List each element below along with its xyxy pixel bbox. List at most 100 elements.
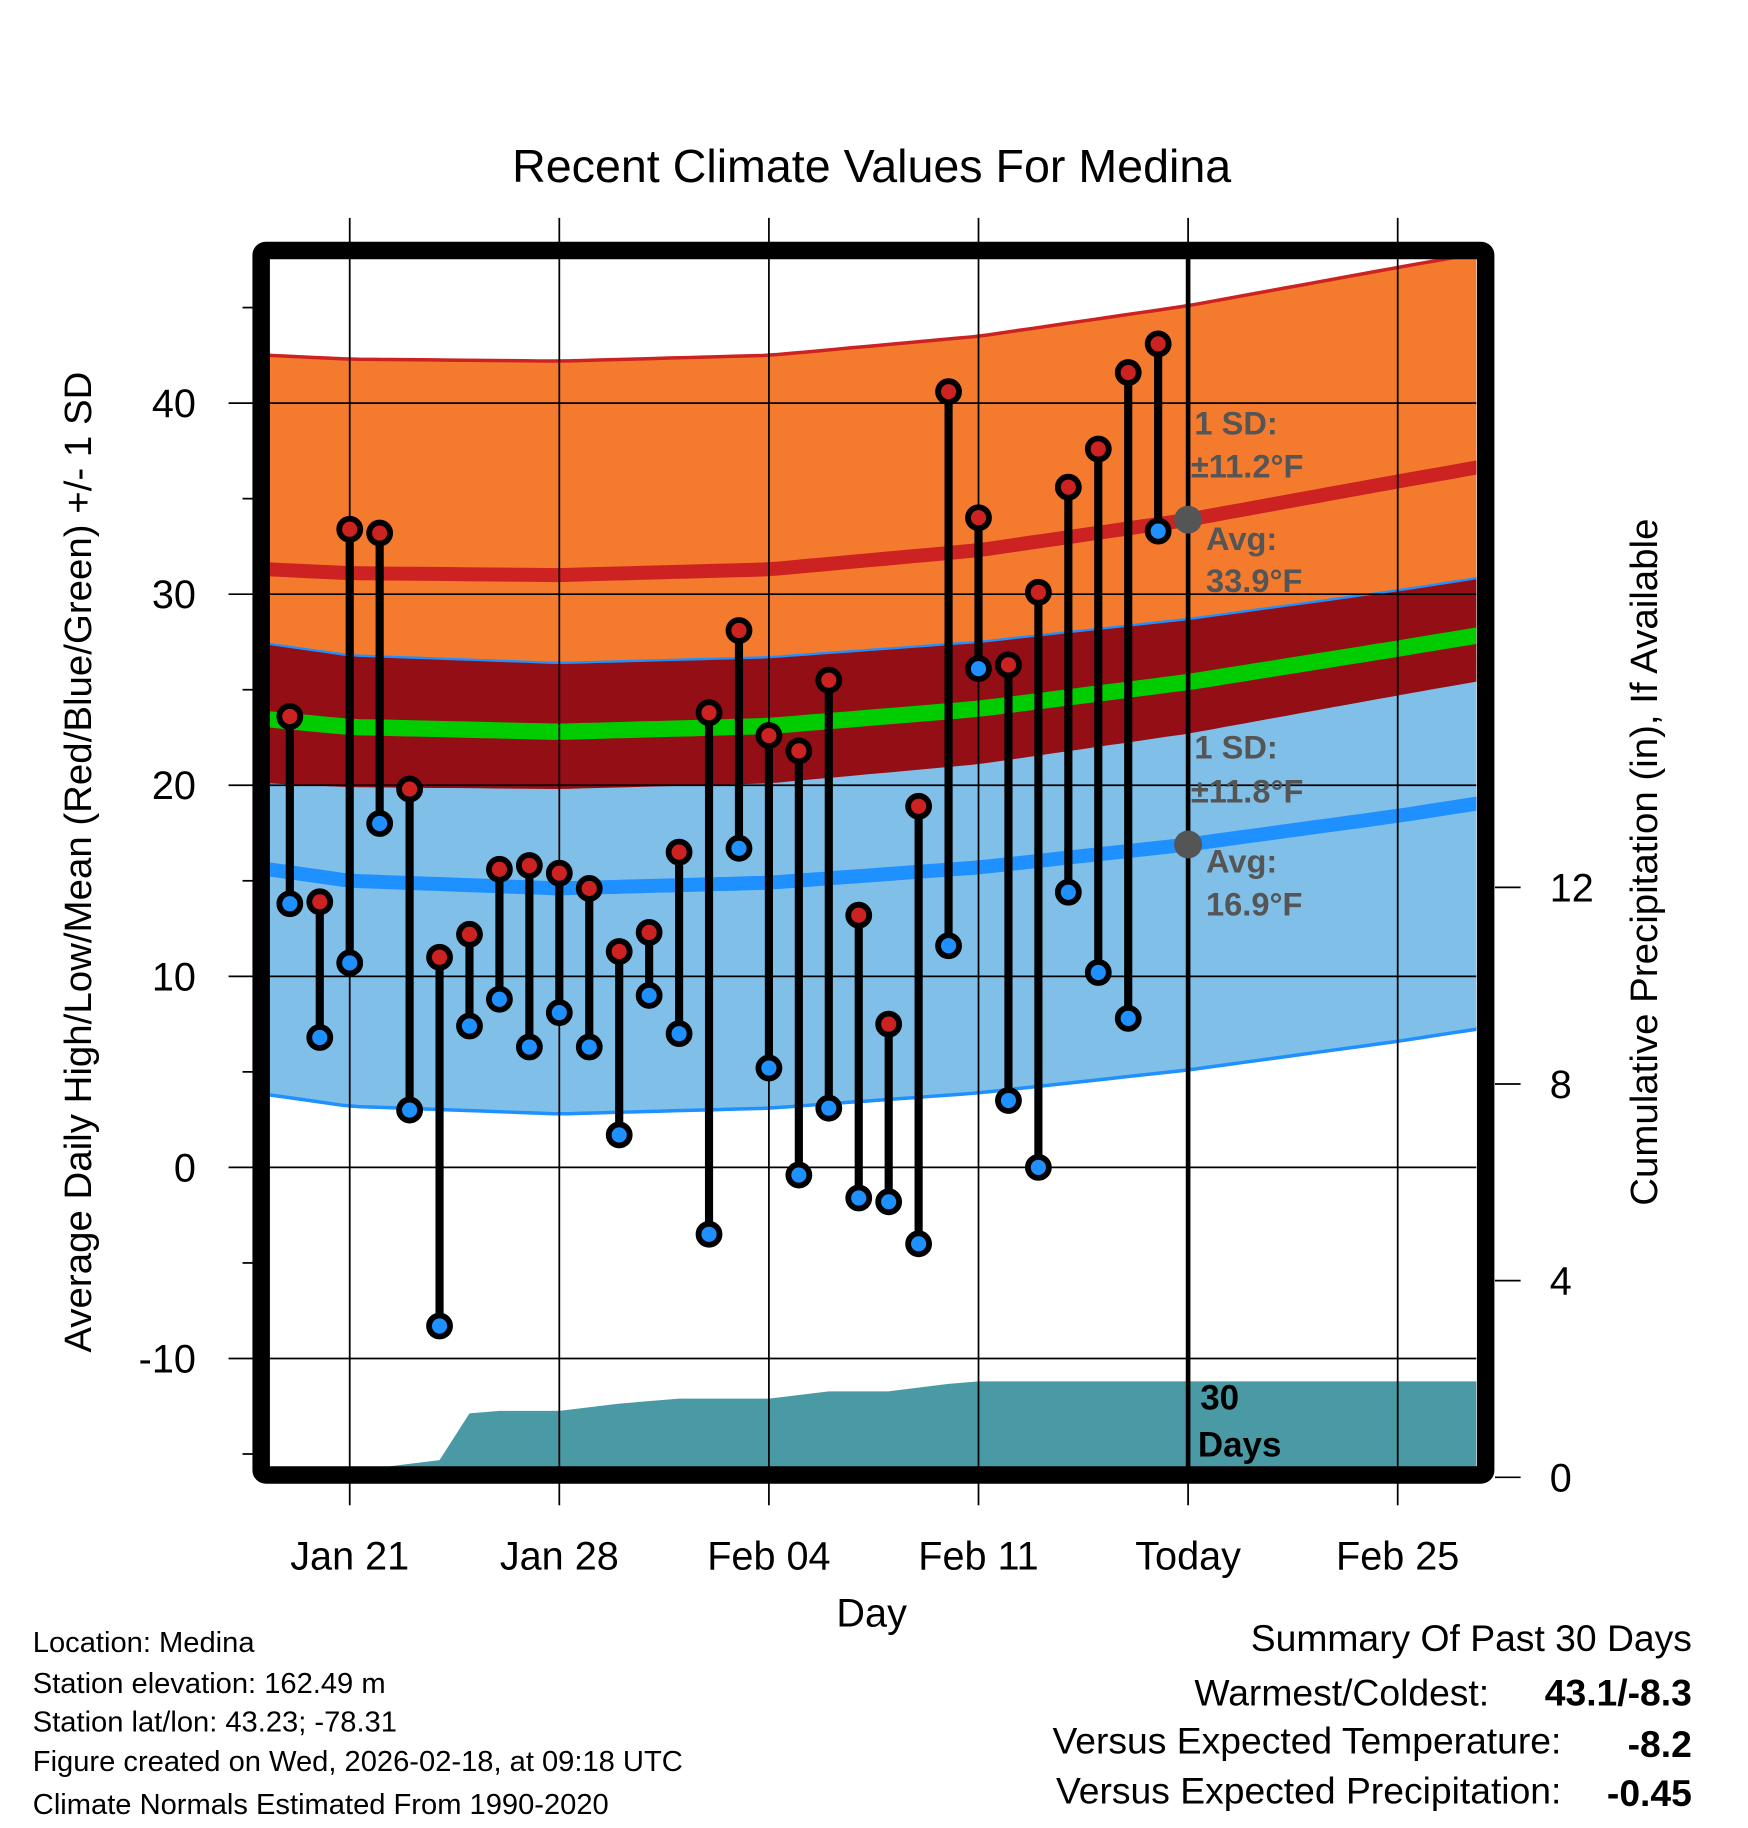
y-axis-label: Average Daily High/Low/Mean (Red/Blue/Gr… — [57, 372, 100, 1353]
daily-high-point — [725, 617, 753, 644]
daily-low-point — [1084, 959, 1112, 986]
daily-high-point — [1024, 578, 1052, 606]
low-avg-label: Avg: — [1206, 843, 1277, 880]
daily-low-point — [905, 1230, 933, 1258]
precipitation-area — [269, 1381, 1477, 1467]
daily-high-point — [1084, 435, 1112, 463]
daily-low-point — [635, 982, 663, 1009]
daily-low-point — [575, 1033, 603, 1061]
y-tick-label: 40 — [152, 382, 196, 426]
daily-high-point — [695, 699, 723, 727]
daily-low-point — [845, 1184, 873, 1212]
daily-high-point — [396, 775, 424, 803]
footer-created: Figure created on Wed, 2026-02-18, at 09… — [33, 1746, 683, 1778]
daily-high-point — [1054, 473, 1082, 501]
daily-high-point — [995, 651, 1022, 679]
high-sd-label: 1 SD: — [1194, 405, 1277, 442]
today-high-avg-marker — [1174, 505, 1203, 534]
y-tick-label: 0 — [174, 1146, 196, 1190]
daily-high-point — [935, 378, 962, 406]
daily-high-point — [965, 504, 992, 532]
footer-location: Location: Medina — [33, 1627, 256, 1659]
daily-high-point — [605, 938, 633, 965]
daily-low-point — [725, 834, 753, 862]
y2-tick-label: 8 — [1550, 1063, 1572, 1107]
warmest-label: Warmest/Coldest: — [1194, 1672, 1489, 1714]
low-lower-sd-line — [269, 1027, 1477, 1116]
high-sd-value: ±11.2°F — [1191, 448, 1304, 485]
daily-high-point — [905, 792, 933, 820]
high-avg-label: Avg: — [1206, 520, 1277, 557]
low-sd-value: ±11.8°F — [1191, 773, 1304, 810]
daily-high-point — [486, 855, 513, 883]
daily-low-point — [785, 1161, 813, 1189]
daily-high-point — [665, 838, 693, 866]
high-mean-line — [269, 460, 1477, 583]
axes: Jan 21 Jan 28 Feb 04 Feb 11 Today Feb 2540302… — [139, 217, 1594, 1578]
daily-high-point — [1144, 330, 1172, 358]
x-tick-label: Jan 28 — [500, 1534, 619, 1578]
plot-frame — [252, 241, 1495, 1484]
daily-low-point — [515, 1033, 543, 1061]
daily-low-point — [605, 1121, 633, 1149]
daily-high-point — [545, 859, 573, 887]
daily-low-point — [1144, 517, 1172, 545]
daily-low-point — [1054, 878, 1082, 906]
daily-low-point — [336, 949, 364, 977]
daily-high-point — [785, 737, 813, 765]
low-upper-sd-line — [269, 577, 1477, 664]
x-tick-label: Feb 04 — [707, 1534, 830, 1578]
daily-low-point — [1114, 1004, 1142, 1032]
x-axis-label: Day — [836, 1591, 907, 1635]
daily-low-point — [665, 1020, 693, 1048]
x-tick-label: Jan 21 — [290, 1534, 409, 1578]
x-tick-label: Feb 25 — [1336, 1534, 1459, 1578]
daily-low-point — [875, 1188, 903, 1216]
daily-low-point — [545, 999, 573, 1027]
temp-departure-label: Versus Expected Temperature: — [1053, 1719, 1562, 1761]
low-avg-value: 16.9°F — [1206, 886, 1302, 923]
footer-latlon: Station lat/lon: 43.23; -78.31 — [33, 1706, 397, 1738]
low-mean-line — [269, 796, 1477, 896]
days-word-label: Days — [1198, 1425, 1282, 1464]
high-upper-sd-line — [269, 258, 1458, 363]
x-tick-label: Feb 11 — [918, 1534, 1038, 1578]
daily-high-point — [515, 852, 543, 879]
daily-high-point — [875, 1010, 903, 1038]
daily-low-point — [695, 1220, 723, 1248]
precip-departure-label: Versus Expected Precipitation: — [1056, 1770, 1561, 1812]
footer-info: Location: Medina Station elevation: 162.… — [33, 1627, 683, 1821]
temp-departure-value: -8.2 — [1628, 1723, 1692, 1765]
daily-high-point — [426, 943, 453, 971]
y-tick-label: 10 — [152, 955, 196, 999]
daily-high-point — [306, 888, 334, 916]
summary-title: Summary Of Past 30 Days — [1251, 1617, 1692, 1659]
daily-low-point — [276, 890, 304, 918]
daily-low-point — [396, 1096, 424, 1124]
plot-overlay: 1 SD: ±11.2°F Avg: 33.9°F 1 SD: ±11.8°F Avg: 16… — [276, 258, 1304, 1467]
daily-low-point — [486, 985, 513, 1013]
y2-tick-label: 12 — [1550, 866, 1594, 910]
daily-high-point — [366, 519, 394, 547]
precip-departure-value: -0.45 — [1607, 1772, 1692, 1814]
daily-high-point — [635, 918, 663, 946]
warmest-value: 43.1/-8.3 — [1545, 1672, 1692, 1714]
daily-high-point — [845, 901, 873, 929]
y2-axis-label: Cumulative Precipitation (in), If Availa… — [1623, 519, 1666, 1206]
daily-high-point — [276, 703, 304, 730]
mean-line — [269, 627, 1477, 740]
y-tick-label: 30 — [152, 573, 196, 617]
daily-low-point — [426, 1312, 453, 1340]
y2-tick-label: 0 — [1550, 1456, 1572, 1500]
daily-low-point — [755, 1054, 783, 1082]
chart-title: Recent Climate Values For Medina — [512, 140, 1231, 192]
daily-low-point — [456, 1012, 483, 1040]
daily-high-point — [755, 722, 783, 749]
daily-low-point — [995, 1087, 1022, 1114]
daily-high-point — [575, 875, 603, 902]
y-tick-label: -10 — [139, 1337, 196, 1381]
daily-high-point — [456, 920, 483, 948]
daily-high-point — [815, 666, 843, 694]
x-tick-label: Today — [1135, 1534, 1241, 1578]
